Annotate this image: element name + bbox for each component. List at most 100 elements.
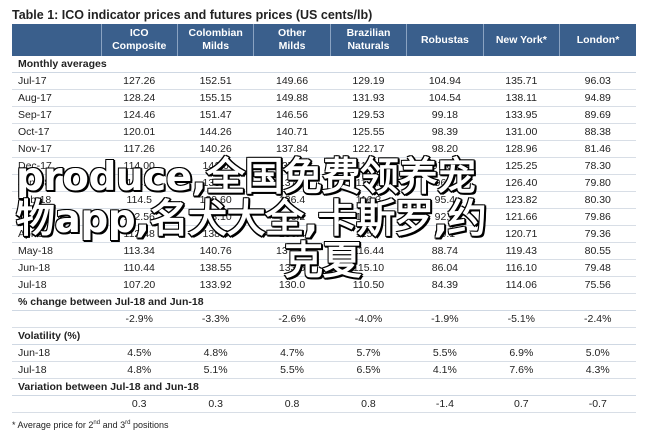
table-cell: 124.46 xyxy=(101,106,178,124)
col-header-robustas: Robustas xyxy=(406,24,484,56)
table-row: Sep-17 124.46 151.47 146.56 129.53 99.18 133.9… xyxy=(12,106,636,124)
table-cell: 5.0% xyxy=(559,344,636,362)
table-cell: 128.24 xyxy=(101,89,178,107)
table-cell: 123.82 xyxy=(483,191,560,209)
row-label: Jul-17 xyxy=(12,72,101,90)
table-cell: 116.4 xyxy=(330,208,407,226)
table-cell: 107.20 xyxy=(101,276,178,294)
table-row: Dec-17 114.00 141.6 137.42 117.6 97.63 125.25 7… xyxy=(12,157,636,175)
table-cell: 140.26 xyxy=(177,140,254,158)
table-cell: 81.46 xyxy=(559,140,636,158)
table-cell: 137.84 xyxy=(253,140,331,158)
table-cell: 127.26 xyxy=(101,72,178,90)
table-cell: 125.55 xyxy=(330,123,407,141)
table-cell: 144.26 xyxy=(177,123,254,141)
col-header-ico-composite: ICO Composite xyxy=(101,24,178,56)
table-cell: 129.53 xyxy=(330,106,407,124)
table-cell: 120.01 xyxy=(101,123,178,141)
table-cell: 114.4 xyxy=(101,174,178,192)
table-cell: 79.36 xyxy=(559,225,636,243)
table-cell: 117.7 xyxy=(330,174,407,192)
row-label: Jun-18 xyxy=(12,344,101,362)
table-cell: -5.1% xyxy=(483,310,560,328)
table-cell: -1.9% xyxy=(406,310,484,328)
table-cell: 79.86 xyxy=(559,208,636,226)
table-cell: 138.10 xyxy=(177,208,254,226)
table-cell: 128.96 xyxy=(483,140,560,158)
table-cell: 121.66 xyxy=(483,208,560,226)
table-cell: 140.76 xyxy=(177,242,254,260)
col-header-other-milds: Other Milds xyxy=(253,24,331,56)
table-cell: 4.8% xyxy=(101,361,178,379)
table-cell: 155.15 xyxy=(177,89,254,107)
table-row: May-18 113.34 140.76 137.30 116.44 88.74 119.4… xyxy=(12,242,636,260)
table-cell: 0.3 xyxy=(177,395,254,413)
table-cell: 95.4 xyxy=(406,191,484,209)
table-cell: 4.1% xyxy=(406,361,484,379)
table-cell: 149.66 xyxy=(253,72,331,90)
table-row: Jul-18 4.8% 5.1% 5.5% 6.5% 4.1% 7.6% 4.3% xyxy=(12,361,636,379)
table-cell: 133.92 xyxy=(177,276,254,294)
table-cell: 110.44 xyxy=(101,259,178,277)
table-cell: 104.94 xyxy=(406,72,484,90)
row-label: Feb-18 xyxy=(12,191,101,209)
row-label-empty xyxy=(12,395,101,413)
table-cell: 97.63 xyxy=(406,157,484,175)
footnote: * Average price for 2nd and 3rd position… xyxy=(12,420,169,430)
table-cell: 120.71 xyxy=(483,225,560,243)
table-title: Table 1: ICO indicator prices and future… xyxy=(12,8,373,22)
table-cell: 90.1 xyxy=(406,225,484,243)
table-cell: 0.8 xyxy=(253,395,331,413)
table-cell: 0.7 xyxy=(483,395,560,413)
section-label: Volatility (%) xyxy=(12,327,636,345)
table-row: Jun-18 4.5% 4.8% 4.7% 5.7% 5.5% 6.9% 5.0% xyxy=(12,344,636,362)
table-cell: 0.3 xyxy=(101,395,178,413)
table-cell: -2.6% xyxy=(253,310,331,328)
table-cell: 88.74 xyxy=(406,242,484,260)
table-row: Jul-18 107.20 133.92 130.0 110.50 84.39 114.06… xyxy=(12,276,636,294)
table-cell: 88.38 xyxy=(559,123,636,141)
table-row: -2.9% -3.3% -2.6% -4.0% -1.9% -5.1% -2.4% xyxy=(12,310,636,328)
table-cell: 115.7 xyxy=(330,225,407,243)
row-label: Jul-18 xyxy=(12,361,101,379)
header-blank xyxy=(12,24,102,56)
row-label: Jan-18 xyxy=(12,174,101,192)
row-label: Jun-18 xyxy=(12,259,101,277)
table-cell: 138.55 xyxy=(177,259,254,277)
table-cell: 5.7% xyxy=(330,344,407,362)
section-label: Monthly averages xyxy=(12,56,636,73)
table-cell: 98.20 xyxy=(406,140,484,158)
row-label-empty xyxy=(12,310,101,328)
table-cell: 5.5% xyxy=(253,361,331,379)
table-cell: -3.3% xyxy=(177,310,254,328)
table-cell: 98.39 xyxy=(406,123,484,141)
table-cell: 133.95 xyxy=(483,106,560,124)
row-label: Sep-17 xyxy=(12,106,101,124)
col-header-london: London* xyxy=(559,24,636,56)
table-cell: 0.8 xyxy=(330,395,407,413)
table-cell: 149.88 xyxy=(253,89,331,107)
row-label: May-18 xyxy=(12,242,101,260)
table-cell: 130.0 xyxy=(253,276,331,294)
row-label: Mar-18 xyxy=(12,208,101,226)
table-cell: 80.30 xyxy=(559,191,636,209)
table-cell: 114.00 xyxy=(101,157,178,175)
table-cell: 117.6 xyxy=(330,157,407,175)
table-cell: 133.5 xyxy=(253,259,331,277)
row-label: Aug-17 xyxy=(12,89,101,107)
table-cell: 5.5% xyxy=(406,344,484,362)
table-cell: 112.48 xyxy=(101,225,178,243)
table-cell: 96.7 xyxy=(406,174,484,192)
table-cell: 122.17 xyxy=(330,140,407,158)
table-cell: 115.10 xyxy=(330,259,407,277)
section-label: % change between Jul-18 and Jun-18 xyxy=(12,293,636,311)
table-cell: -2.9% xyxy=(101,310,178,328)
table-cell: -2.4% xyxy=(559,310,636,328)
table-cell: 5.1% xyxy=(177,361,254,379)
table-cell: 152.51 xyxy=(177,72,254,90)
table-cell: 86.04 xyxy=(406,259,484,277)
table-cell: 137.42 xyxy=(253,157,331,175)
table-cell: 80.55 xyxy=(559,242,636,260)
table-row: Jun-18 110.44 138.55 133.5 115.10 86.04 116.10… xyxy=(12,259,636,277)
table-cell: -1.4 xyxy=(406,395,484,413)
